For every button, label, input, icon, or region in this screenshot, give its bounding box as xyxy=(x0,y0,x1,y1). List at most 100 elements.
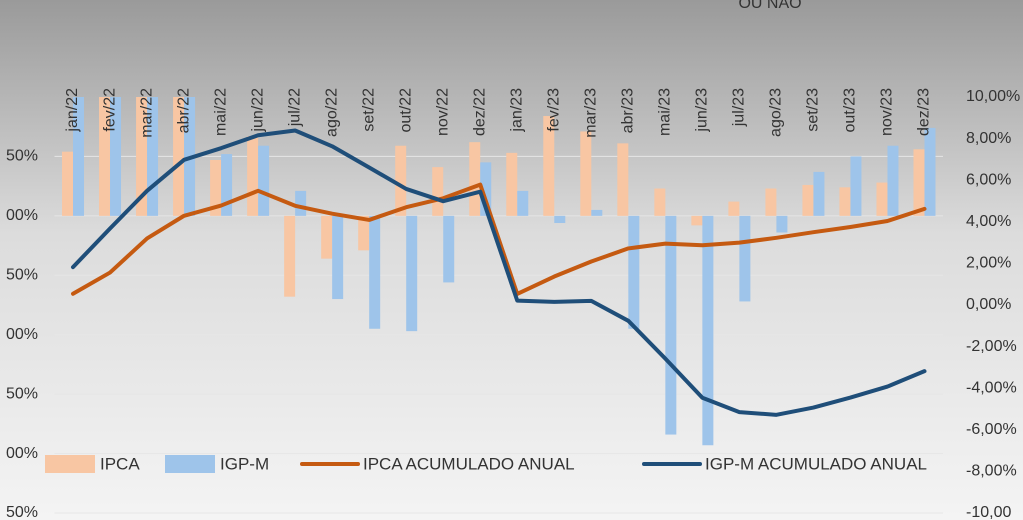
y-tick-label: 50% xyxy=(6,504,38,520)
y2-tick-label: 10,00% xyxy=(966,88,1020,105)
bar xyxy=(395,145,407,216)
bar xyxy=(739,215,751,302)
bar xyxy=(702,215,714,446)
x-tick-label: set/22 xyxy=(360,88,377,132)
bar xyxy=(839,187,851,216)
bar xyxy=(924,127,936,216)
bar xyxy=(617,143,629,216)
bar xyxy=(654,188,666,216)
bar xyxy=(728,201,740,216)
y2-tick-label: -10,00 xyxy=(966,504,1011,520)
bar xyxy=(469,142,481,216)
bar xyxy=(850,156,862,216)
bar xyxy=(887,145,899,216)
x-tick-label: abr/23 xyxy=(620,88,637,133)
x-tick-label: abr/22 xyxy=(175,88,192,133)
bar xyxy=(284,215,296,297)
x-tick-label: out/22 xyxy=(397,88,414,133)
y-tick-label: 00% xyxy=(6,445,38,462)
bar xyxy=(443,215,455,283)
legend-swatch xyxy=(165,455,215,473)
y2-tick-label: -6,00% xyxy=(966,421,1017,438)
x-tick-label: mar/23 xyxy=(583,88,600,138)
y-tick-label: 50% xyxy=(6,385,38,402)
bar xyxy=(802,184,814,216)
bar xyxy=(173,97,185,216)
x-tick-label: nov/23 xyxy=(879,88,896,136)
y-tick-label: 50% xyxy=(6,148,38,165)
bar xyxy=(876,182,888,216)
annotation: OU NÃO xyxy=(738,0,801,12)
bar xyxy=(295,190,307,216)
legend-label: IPCA xyxy=(100,454,140,473)
bar xyxy=(506,152,518,216)
legend-label: IGP-M ACUMULADO ANUAL xyxy=(705,454,927,473)
bar xyxy=(517,190,529,216)
bar xyxy=(258,145,270,216)
x-tick-label: jan/23 xyxy=(508,88,525,133)
legend-label: IPCA ACUMULADO ANUAL xyxy=(363,454,575,473)
y-tick-label: 00% xyxy=(6,207,38,224)
bar xyxy=(147,97,159,216)
x-tick-label: ago/23 xyxy=(768,88,785,137)
y2-tick-label: 4,00% xyxy=(966,213,1011,230)
bar xyxy=(99,97,111,216)
bar xyxy=(406,215,418,332)
x-tick-label: mar/22 xyxy=(138,88,155,138)
bar xyxy=(554,215,566,223)
y2-tick-label: 6,00% xyxy=(966,171,1011,188)
bar xyxy=(369,215,381,329)
x-tick-label: mai/23 xyxy=(657,88,674,136)
bar xyxy=(110,97,122,216)
bar xyxy=(358,215,370,251)
x-tick-label: out/23 xyxy=(842,88,859,133)
bar xyxy=(321,215,333,259)
x-tick-label: jan/22 xyxy=(64,88,81,133)
bar xyxy=(62,151,74,216)
bar xyxy=(813,171,825,216)
x-tick-label: mai/22 xyxy=(212,88,229,136)
plot-area xyxy=(54,97,943,514)
legend-label: IGP-M xyxy=(220,454,269,473)
y-tick-label: 50% xyxy=(6,267,38,284)
bar xyxy=(210,159,222,216)
y2-tick-label: 0,00% xyxy=(966,296,1011,313)
bar xyxy=(691,215,703,226)
bar xyxy=(665,215,677,435)
bar xyxy=(73,97,85,216)
bar xyxy=(765,188,777,216)
x-tick-label: jul/23 xyxy=(731,88,748,127)
x-tick-label: jul/22 xyxy=(286,88,303,127)
bar xyxy=(591,209,603,216)
y2-tick-label: 8,00% xyxy=(966,130,1011,147)
x-tick-label: dez/22 xyxy=(471,88,488,136)
x-tick-label: fev/22 xyxy=(101,88,118,132)
bar xyxy=(332,215,344,300)
y2-tick-label: -8,00% xyxy=(966,463,1017,480)
y-tick-label: 00% xyxy=(6,326,38,343)
y2-tick-label: -4,00% xyxy=(966,379,1017,396)
line xyxy=(71,128,927,417)
bar xyxy=(913,149,925,216)
bar xyxy=(776,215,788,233)
x-tick-label: nov/22 xyxy=(434,88,451,136)
bar xyxy=(580,131,592,216)
bar xyxy=(628,215,640,329)
x-tick-label: jun/23 xyxy=(694,88,711,133)
y2-tick-label: 2,00% xyxy=(966,255,1011,272)
x-tick-label: ago/22 xyxy=(323,88,340,137)
bar xyxy=(543,116,555,216)
x-tick-label: dez/23 xyxy=(916,88,933,136)
bar xyxy=(247,136,259,216)
y2-tick-label: -2,00% xyxy=(966,338,1017,355)
bar xyxy=(480,162,492,216)
bar xyxy=(221,154,233,216)
line xyxy=(71,182,927,296)
x-tick-label: jun/22 xyxy=(249,88,266,133)
x-tick-label: set/23 xyxy=(805,88,822,132)
bar xyxy=(432,167,444,216)
x-tick-label: fev/23 xyxy=(546,88,563,132)
